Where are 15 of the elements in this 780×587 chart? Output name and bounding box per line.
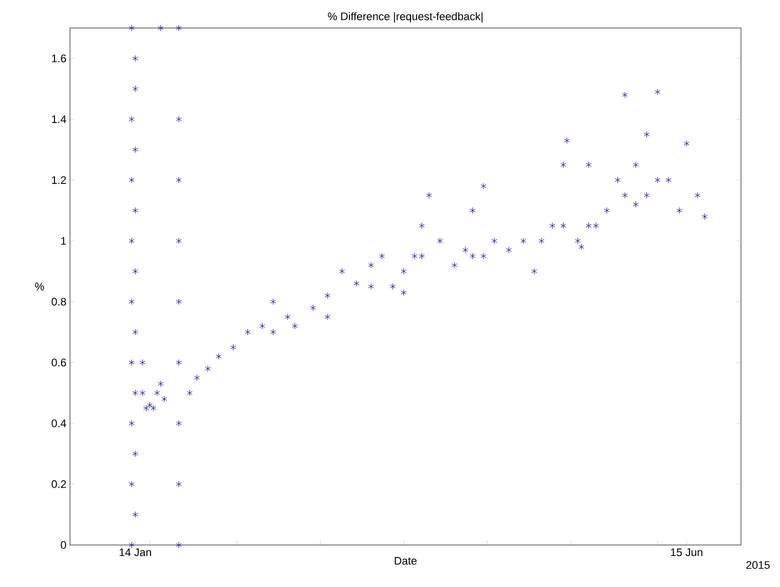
text: 2015 [746, 561, 770, 569]
y-tick-label: 0.4 [52, 419, 66, 428]
y-tick-label: 0 [60, 541, 66, 549]
y-tick-label: 1.6 [52, 54, 66, 62]
y-tick-label: 0.8 [52, 298, 66, 306]
x-tick-label: 14 Jan [120, 548, 152, 556]
chart-title: % Difference |request-feedback| [328, 12, 482, 22]
y-tick-label: 0.2 [52, 480, 66, 488]
y-tick-label: 1.4 [52, 115, 66, 123]
y-tick-label: 0.6 [52, 358, 66, 366]
y-axis-title: % [35, 282, 44, 290]
x-axis-title: Date [394, 557, 417, 565]
y-tick-label: 1.2 [52, 176, 66, 184]
y-tick-label: 1 [61, 237, 66, 245]
x-tick-label: 15 Jun [670, 548, 702, 556]
